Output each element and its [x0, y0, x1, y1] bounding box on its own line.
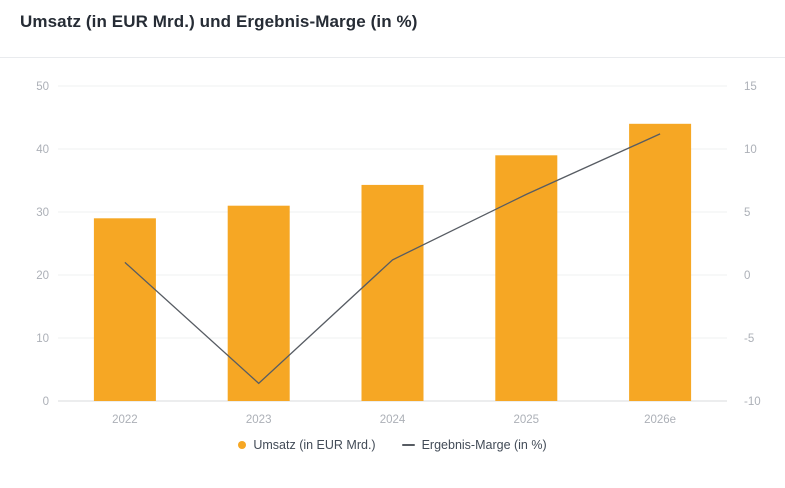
left-axis-tick-20: 20 [36, 270, 49, 282]
chart-legend: Umsatz (in EUR Mrd.) Ergebnis-Marge (in … [0, 438, 785, 452]
left-axis-tick-50: 50 [36, 81, 49, 93]
left-axis-tick-40: 40 [36, 144, 49, 156]
bar-2025[interactable] [495, 155, 558, 401]
ergebnis-marge-dash-icon [401, 444, 415, 446]
x-axis-label-2026e: 2026e [644, 414, 676, 426]
legend-label-ergebnis-marge: Ergebnis-Marge (in %) [421, 438, 547, 452]
x-axis-label-2022: 2022 [112, 414, 138, 426]
page-title: Umsatz (in EUR Mrd.) und Ergebnis-Marge … [20, 12, 418, 31]
x-axis-label-2025: 2025 [514, 414, 540, 426]
legend-item-umsatz[interactable]: Umsatz (in EUR Mrd.) [238, 438, 376, 452]
bar-2026e[interactable] [629, 123, 692, 402]
x-axis-label-2023: 2023 [246, 414, 272, 426]
left-axis-tick-0: 0 [43, 396, 49, 408]
legend-label-umsatz: Umsatz (in EUR Mrd.) [253, 438, 376, 452]
left-axis-tick-10: 10 [36, 333, 49, 345]
ergebnis-marge-line [124, 133, 661, 385]
bar-2023[interactable] [227, 205, 290, 401]
x-axis-label-2024: 2024 [380, 414, 406, 426]
right-axis-tick-0: 0 [744, 270, 750, 282]
right-axis-tick--10: -10 [744, 396, 761, 408]
umsatz-dot-icon [238, 441, 247, 449]
bar-2024[interactable] [361, 184, 424, 401]
legend-item-ergebnis-marge[interactable]: Ergebnis-Marge (in %) [401, 438, 547, 452]
bar-2022[interactable] [93, 218, 156, 401]
right-axis-tick-10: 10 [744, 144, 757, 156]
title-divider [0, 57, 785, 58]
right-axis-tick--5: -5 [744, 333, 754, 345]
right-axis-tick-5: 5 [744, 207, 750, 219]
left-axis-tick-30: 30 [36, 207, 49, 219]
right-axis-tick-15: 15 [744, 81, 757, 93]
